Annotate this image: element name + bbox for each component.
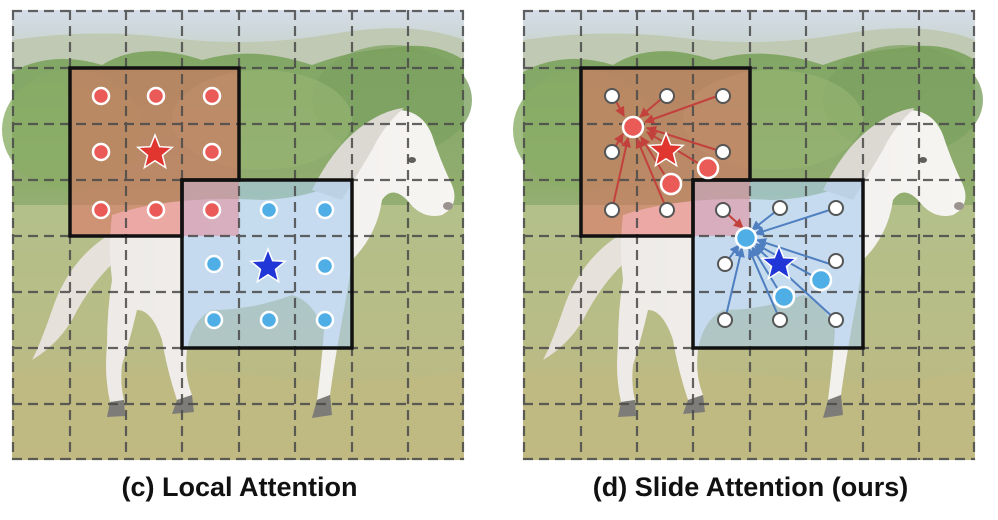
blue-arrow xyxy=(756,238,837,267)
red-attention-arrows xyxy=(611,93,744,229)
red-key xyxy=(146,86,166,106)
white-key xyxy=(715,88,731,104)
white-key xyxy=(659,202,675,218)
blue-arrow xyxy=(748,248,781,321)
white-key xyxy=(604,202,620,218)
red-arrow xyxy=(646,125,724,153)
blue-key xyxy=(259,310,279,330)
white-key xyxy=(715,202,731,218)
blue-window-key-points xyxy=(717,200,844,328)
blue-key xyxy=(315,200,335,220)
blue-query-star xyxy=(759,243,799,281)
blue-arrow xyxy=(754,207,837,237)
red-key xyxy=(202,200,222,220)
red-key xyxy=(202,86,222,106)
red-arrow xyxy=(644,93,724,124)
red-key xyxy=(621,115,645,139)
red-key xyxy=(91,200,111,220)
blue-query-star xyxy=(248,246,288,284)
red-arrow xyxy=(611,137,631,211)
red-key xyxy=(146,200,166,220)
white-key xyxy=(772,200,788,216)
blue-key xyxy=(259,200,279,220)
red-arrow xyxy=(635,138,668,211)
blue-key xyxy=(204,254,224,274)
white-key xyxy=(659,88,675,104)
red-key xyxy=(696,156,720,180)
red-window-key-points xyxy=(604,88,731,218)
red-query-star xyxy=(646,130,686,168)
blue-key xyxy=(772,285,796,309)
blue-key-points xyxy=(204,200,335,330)
white-key xyxy=(828,200,844,216)
white-key xyxy=(828,312,844,328)
white-key xyxy=(717,256,733,272)
caption-slide-attention: (d) Slide Attention (ours) xyxy=(592,472,909,502)
white-key xyxy=(828,253,844,269)
red-key xyxy=(91,86,111,106)
red-key-points xyxy=(91,86,222,220)
blue-window-border xyxy=(180,178,354,350)
blue-key xyxy=(734,226,758,250)
panel-local-attention xyxy=(2,9,472,461)
panel-slide-attention xyxy=(513,9,983,461)
red-shifted-keys xyxy=(621,115,720,196)
white-key xyxy=(772,312,788,328)
red-key xyxy=(91,142,111,162)
blue-key xyxy=(315,310,335,330)
white-key xyxy=(717,312,733,328)
blue-key xyxy=(315,256,335,276)
red-query-star xyxy=(135,132,175,170)
white-key xyxy=(715,144,731,160)
red-arrow xyxy=(640,136,670,183)
blue-shifted-keys xyxy=(734,226,833,309)
blue-key xyxy=(809,268,833,292)
white-key xyxy=(604,88,620,104)
red-key xyxy=(659,172,683,196)
caption-local-attention: (c) Local Attention xyxy=(121,472,358,502)
blue-window-border xyxy=(691,178,865,350)
white-key xyxy=(604,144,620,160)
blue-key xyxy=(204,310,224,330)
blue-arrow xyxy=(724,247,745,321)
red-key xyxy=(202,142,222,162)
